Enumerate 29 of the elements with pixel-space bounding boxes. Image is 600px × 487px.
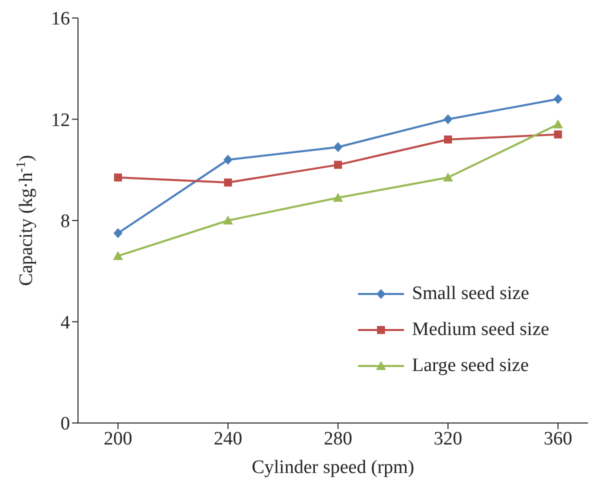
y-tick-label: 16: [51, 8, 70, 30]
x-tick-label: 360: [544, 428, 572, 450]
point: [334, 160, 342, 169]
point: [554, 130, 562, 138]
x-tick-label: 200: [104, 428, 132, 450]
y-tick-label: 12: [51, 110, 70, 131]
point: [113, 250, 123, 260]
point: [224, 154, 232, 165]
x-tick-label: 240: [214, 428, 242, 450]
point: [333, 192, 343, 202]
legend-label: Medium seed size: [412, 319, 550, 341]
y-tick-label: 4: [60, 312, 70, 334]
point: [223, 216, 233, 224]
y-tick-label: 8: [60, 211, 70, 232]
point: [114, 228, 122, 238]
point: [114, 173, 122, 182]
point: [443, 172, 453, 182]
y-tick-label: 0: [60, 414, 70, 435]
legend-label: Large seed size: [412, 355, 529, 377]
x-axis-title: Cylinder speed (rpm): [252, 457, 414, 478]
point: [224, 178, 232, 187]
point: [554, 94, 562, 104]
point: [444, 136, 452, 144]
legend-label: Small seed size: [412, 283, 530, 305]
point: [334, 142, 342, 152]
point: [444, 114, 452, 124]
point: [553, 119, 563, 128]
x-tick-label: 320: [434, 428, 462, 450]
x-tick-label: 280: [324, 428, 352, 450]
